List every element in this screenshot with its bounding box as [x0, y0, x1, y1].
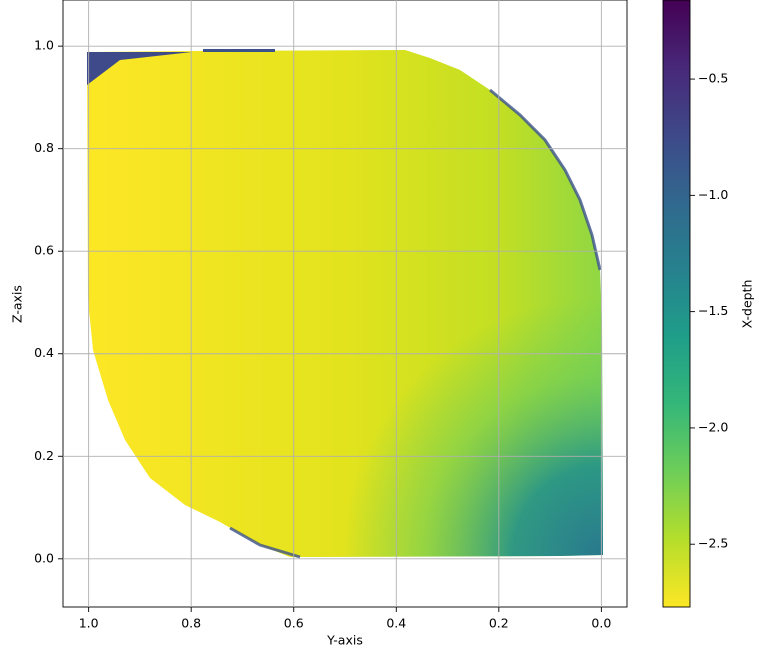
- colorbar-tick-label: −1.0: [698, 187, 728, 202]
- x-tick-label: 1.0: [79, 616, 99, 631]
- colorbar-label: X-depth: [740, 280, 755, 329]
- colorbar-tick-label: −1.5: [698, 303, 728, 318]
- x-tick-label: 0.8: [181, 616, 201, 631]
- y-tick-label: 0.0: [34, 550, 54, 565]
- y-tick-label: 1.0: [34, 38, 54, 53]
- y-tick-label: 0.6: [34, 243, 54, 258]
- image: [87, 49, 603, 559]
- y-axis-label: Z-axis: [10, 285, 25, 323]
- x-tick-label: 0.2: [489, 616, 509, 631]
- colorbar-tick-label: −0.5: [698, 71, 728, 86]
- colorbar: [662, 0, 691, 608]
- plot-frame: [62, 0, 628, 608]
- y-tick-label: 0.2: [34, 448, 54, 463]
- x-tick-label: 0.4: [386, 616, 406, 631]
- y-tick-label: 0.8: [34, 140, 54, 155]
- x-tick-label: 0.0: [591, 616, 611, 631]
- y-tick-label: 0.4: [34, 345, 54, 360]
- colorbar-tick-label: −2.0: [698, 419, 728, 434]
- x-axis-label: Y-axis: [326, 633, 363, 648]
- colorbar-tick-label: −2.5: [698, 536, 728, 551]
- x-tick-label: 0.6: [284, 616, 304, 631]
